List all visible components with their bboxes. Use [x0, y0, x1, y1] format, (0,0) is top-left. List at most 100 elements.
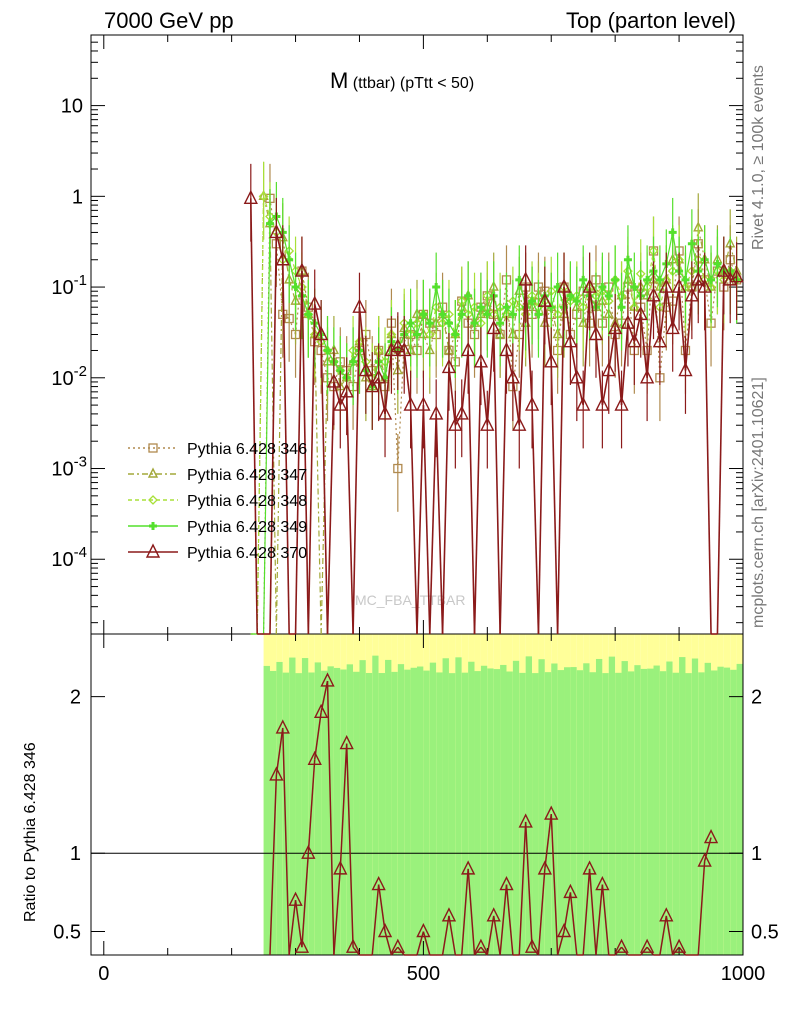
band-green	[723, 667, 731, 955]
data-point	[480, 416, 495, 431]
data-point	[483, 310, 492, 319]
series-line	[281, 259, 290, 635]
data-point	[457, 310, 466, 319]
band-green	[583, 663, 590, 955]
data-point	[659, 907, 674, 922]
band-green	[538, 659, 545, 955]
series-line	[665, 232, 674, 265]
band-green	[653, 665, 660, 955]
data-point	[716, 262, 731, 277]
series-line	[416, 314, 424, 351]
y-tick-label: 10-3	[51, 454, 87, 481]
data-point	[304, 310, 313, 319]
band-green	[570, 667, 577, 955]
x-tick-label: 0	[98, 963, 109, 985]
ratio-line	[294, 900, 303, 948]
series-line	[429, 286, 437, 324]
series-line	[378, 350, 386, 378]
data-point	[333, 860, 348, 875]
series-line	[684, 286, 693, 351]
data-point	[147, 467, 159, 478]
band-green	[608, 656, 616, 955]
band-green	[698, 672, 705, 955]
series-line	[620, 286, 629, 324]
series-line	[550, 314, 559, 351]
band-green	[685, 673, 692, 955]
data-point	[441, 907, 457, 922]
data-point	[652, 333, 668, 348]
data-point	[148, 495, 158, 505]
band-green	[621, 661, 628, 955]
series-line	[275, 243, 284, 315]
series-line	[397, 341, 405, 469]
series-line	[461, 300, 469, 324]
legend-label: Pythia 6.428 349	[187, 519, 307, 536]
series-line	[589, 286, 597, 297]
data-point	[358, 362, 373, 377]
ratio-line	[269, 774, 278, 956]
band-green	[512, 660, 520, 955]
ratio-line	[665, 915, 674, 956]
data-point	[301, 844, 316, 859]
band-green	[378, 673, 386, 955]
data-point	[454, 405, 469, 420]
series-line	[441, 314, 450, 351]
legend: Pythia 6.428 346 Pythia 6.428 347 Pythia 6…	[128, 441, 307, 562]
series-line	[442, 314, 450, 324]
series-line	[550, 307, 559, 335]
ratio-line	[326, 680, 335, 956]
band-green	[417, 666, 424, 955]
series-line	[614, 328, 623, 406]
data-point	[623, 255, 632, 264]
ratio-line	[499, 884, 508, 956]
data-point	[486, 907, 501, 922]
series-line	[307, 304, 316, 635]
plot-title-main: M	[330, 68, 349, 93]
band-green	[321, 670, 328, 955]
band-green	[532, 673, 539, 955]
data-point	[576, 396, 591, 411]
band-green	[506, 671, 513, 955]
band-green	[455, 657, 462, 955]
data-point	[547, 303, 556, 312]
band-green	[461, 672, 469, 955]
series-line	[429, 323, 437, 351]
band-green	[704, 662, 712, 955]
data-point	[326, 373, 342, 388]
y-tick-label: 10-4	[51, 544, 87, 571]
band-green	[301, 658, 309, 955]
band-green	[346, 664, 354, 955]
x-tick-label: 500	[407, 963, 440, 985]
series-line	[653, 279, 661, 288]
data-point	[665, 319, 680, 335]
ratio-bands	[263, 634, 743, 955]
ratio-line	[640, 946, 648, 956]
band-green	[429, 662, 437, 955]
series-line	[557, 286, 565, 351]
series-line	[410, 322, 418, 335]
band-green	[436, 672, 443, 955]
band-green	[423, 670, 430, 955]
series-line	[563, 286, 572, 342]
band-green	[295, 673, 302, 955]
ratio-line	[531, 946, 540, 956]
series-line	[659, 279, 667, 308]
series-line	[595, 290, 603, 297]
ratio-line	[333, 868, 342, 956]
series-line	[697, 243, 706, 280]
y-tick-label: 1	[72, 186, 83, 208]
ratio-line	[492, 915, 501, 956]
plot-title-sub: (ttbar) (pTtt < 50)	[352, 75, 475, 92]
header-right: Top (parton level)	[566, 8, 736, 33]
data-point	[707, 275, 716, 284]
ratio-line	[275, 727, 284, 776]
series-line	[365, 370, 373, 387]
ratio-line	[441, 915, 450, 956]
series-line	[665, 300, 674, 308]
series-line	[250, 198, 258, 635]
data-point	[499, 341, 514, 357]
ratio-line	[697, 860, 706, 956]
legend-label: Pythia 6.428 348	[187, 493, 307, 510]
data-point	[684, 287, 699, 302]
series-line	[320, 334, 329, 635]
